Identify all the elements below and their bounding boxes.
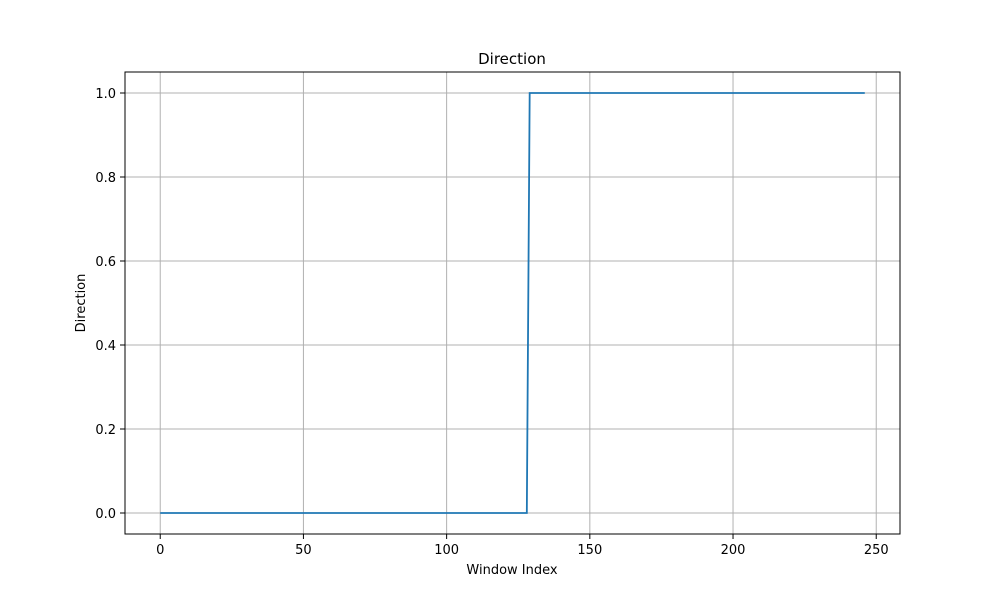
series-line <box>160 92 865 514</box>
x-tick-label: 50 <box>295 543 312 558</box>
y-tick-label: 0.8 <box>95 171 116 186</box>
x-tick-label: 250 <box>864 543 889 558</box>
y-tick-label: 1.0 <box>95 87 116 102</box>
chart-title: Direction <box>478 50 546 68</box>
plot-frame <box>124 71 901 535</box>
y-axis-label: Direction <box>74 274 89 333</box>
x-tick-label: 200 <box>721 543 746 558</box>
y-tick-label: 0.2 <box>95 423 116 438</box>
y-axis-ticks: 0.0 0.2 0.4 0.6 0.8 1.0 <box>95 87 125 522</box>
plot-series <box>160 92 865 514</box>
y-tick-label: 0.4 <box>95 339 116 354</box>
x-axis-label: Window Index <box>466 563 557 578</box>
grid <box>125 72 900 534</box>
x-tick-label: 0 <box>156 543 164 558</box>
x-axis-ticks: 0 50 100 150 200 250 <box>156 534 889 558</box>
y-tick-label: 0.6 <box>95 255 116 270</box>
y-tick-label: 0.0 <box>95 507 116 522</box>
x-tick-label: 100 <box>434 543 459 558</box>
x-tick-label: 150 <box>577 543 602 558</box>
